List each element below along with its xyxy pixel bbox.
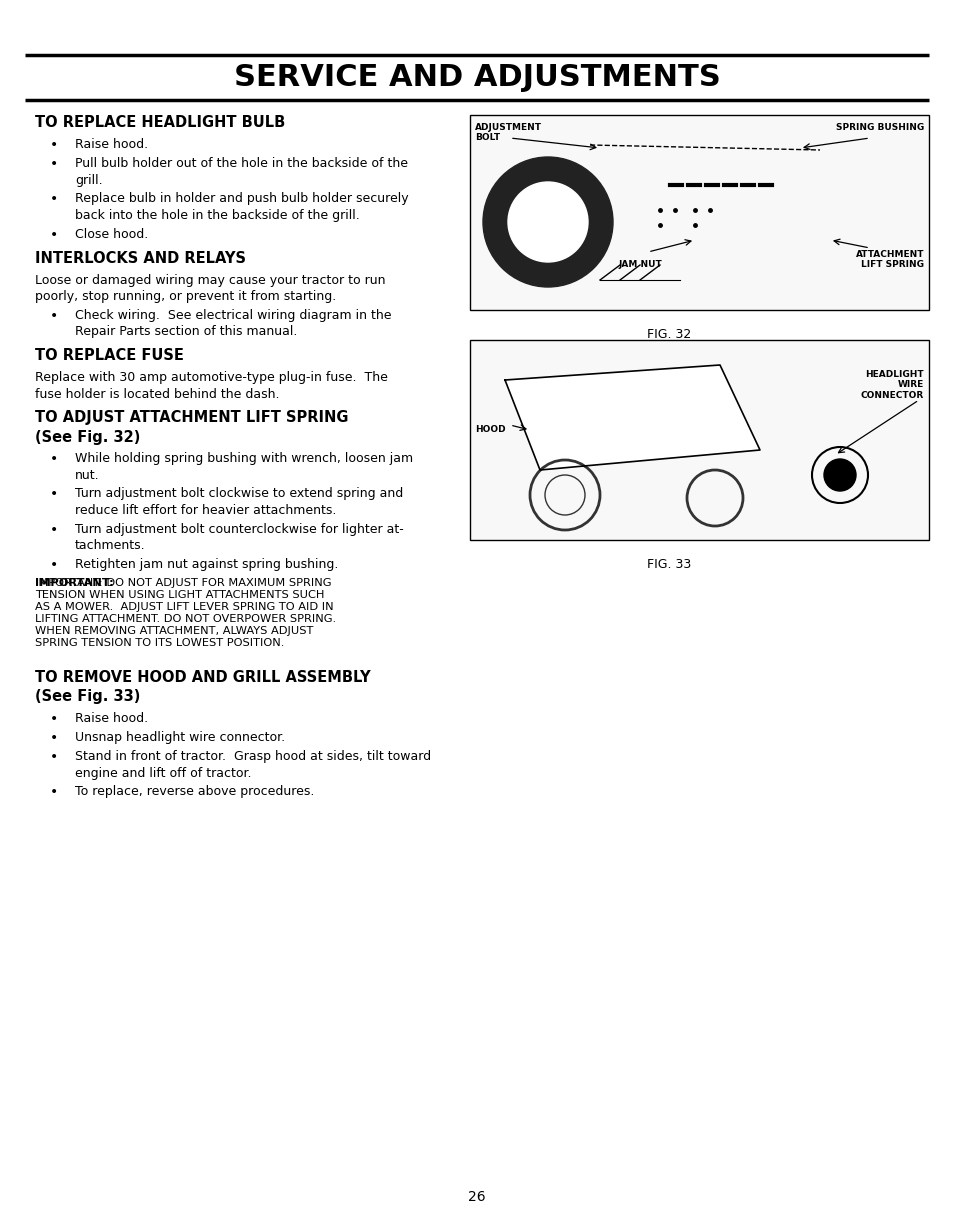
Text: Replace with 30 amp automotive-type plug-in fuse.  The
fuse holder is located be: Replace with 30 amp automotive-type plug… xyxy=(35,371,388,401)
Text: Raise hood.: Raise hood. xyxy=(75,712,148,725)
Text: Stand in front of tractor.  Grasp hood at sides, tilt toward
engine and lift off: Stand in front of tractor. Grasp hood at… xyxy=(75,750,431,780)
Text: IMPORTANT:: IMPORTANT: xyxy=(35,578,113,588)
Text: SERVICE AND ADJUSTMENTS: SERVICE AND ADJUSTMENTS xyxy=(233,62,720,91)
Polygon shape xyxy=(504,364,760,470)
Text: Replace bulb in holder and push bulb holder securely
back into the hole in the b: Replace bulb in holder and push bulb hol… xyxy=(75,192,408,222)
Text: Loose or damaged wiring may cause your tractor to run
poorly, stop running, or p: Loose or damaged wiring may cause your t… xyxy=(35,273,385,304)
Text: FIG. 32: FIG. 32 xyxy=(647,328,691,341)
Text: •: • xyxy=(50,137,58,152)
Text: ATTACHMENT
LIFT SPRING: ATTACHMENT LIFT SPRING xyxy=(855,250,923,270)
Text: •: • xyxy=(50,785,58,799)
Circle shape xyxy=(823,459,855,491)
Text: TO REPLACE HEADLIGHT BULB: TO REPLACE HEADLIGHT BULB xyxy=(35,115,285,130)
Text: FIG. 33: FIG. 33 xyxy=(647,558,691,571)
Text: Check wiring.  See electrical wiring diagram in the
Repair Parts section of this: Check wiring. See electrical wiring diag… xyxy=(75,309,391,339)
Text: •: • xyxy=(50,558,58,572)
Text: To replace, reverse above procedures.: To replace, reverse above procedures. xyxy=(75,785,314,798)
Text: •: • xyxy=(50,309,58,323)
Bar xyxy=(470,340,928,539)
Text: •: • xyxy=(50,712,58,725)
Text: •: • xyxy=(50,192,58,207)
Text: Unsnap headlight wire connector.: Unsnap headlight wire connector. xyxy=(75,731,285,744)
Text: TO ADJUST ATTACHMENT LIFT SPRING
(See Fig. 32): TO ADJUST ATTACHMENT LIFT SPRING (See Fi… xyxy=(35,411,348,445)
Text: Close hood.: Close hood. xyxy=(75,227,148,241)
Text: While holding spring bushing with wrench, loosen jam
nut.: While holding spring bushing with wrench… xyxy=(75,452,413,481)
Text: INTERLOCKS AND RELAYS: INTERLOCKS AND RELAYS xyxy=(35,250,246,266)
Text: SPRING BUSHING: SPRING BUSHING xyxy=(835,123,923,132)
Bar xyxy=(470,115,928,310)
Text: •: • xyxy=(50,157,58,171)
Text: Turn adjustment bolt clockwise to extend spring and
reduce lift effort for heavi: Turn adjustment bolt clockwise to extend… xyxy=(75,487,403,518)
Text: •: • xyxy=(50,452,58,467)
Text: TO REMOVE HOOD AND GRILL ASSEMBLY
(See Fig. 33): TO REMOVE HOOD AND GRILL ASSEMBLY (See F… xyxy=(35,671,370,705)
Text: •: • xyxy=(50,750,58,764)
Text: Retighten jam nut against spring bushing.: Retighten jam nut against spring bushing… xyxy=(75,558,338,571)
Text: HEADLIGHT
WIRE
CONNECTOR: HEADLIGHT WIRE CONNECTOR xyxy=(860,371,923,400)
Text: •: • xyxy=(50,522,58,537)
Text: JAM NUT: JAM NUT xyxy=(618,260,661,269)
Text: •: • xyxy=(50,227,58,242)
Text: •: • xyxy=(50,731,58,745)
Text: Raise hood.: Raise hood. xyxy=(75,137,148,151)
Text: •: • xyxy=(50,487,58,502)
Text: IMPORTANT: DO NOT ADJUST FOR MAXIMUM SPRING
TENSION WHEN USING LIGHT ATTACHMENTS: IMPORTANT: DO NOT ADJUST FOR MAXIMUM SPR… xyxy=(35,578,335,649)
Text: TO REPLACE FUSE: TO REPLACE FUSE xyxy=(35,349,184,363)
Circle shape xyxy=(482,157,613,287)
Circle shape xyxy=(507,182,587,262)
Text: Pull bulb holder out of the hole in the backside of the
grill.: Pull bulb holder out of the hole in the … xyxy=(75,157,408,187)
Text: HOOD: HOOD xyxy=(475,425,505,434)
Text: Turn adjustment bolt counterclockwise for lighter at-
tachments.: Turn adjustment bolt counterclockwise fo… xyxy=(75,522,403,553)
Text: 26: 26 xyxy=(468,1189,485,1204)
Text: ADJUSTMENT
BOLT: ADJUSTMENT BOLT xyxy=(475,123,541,142)
